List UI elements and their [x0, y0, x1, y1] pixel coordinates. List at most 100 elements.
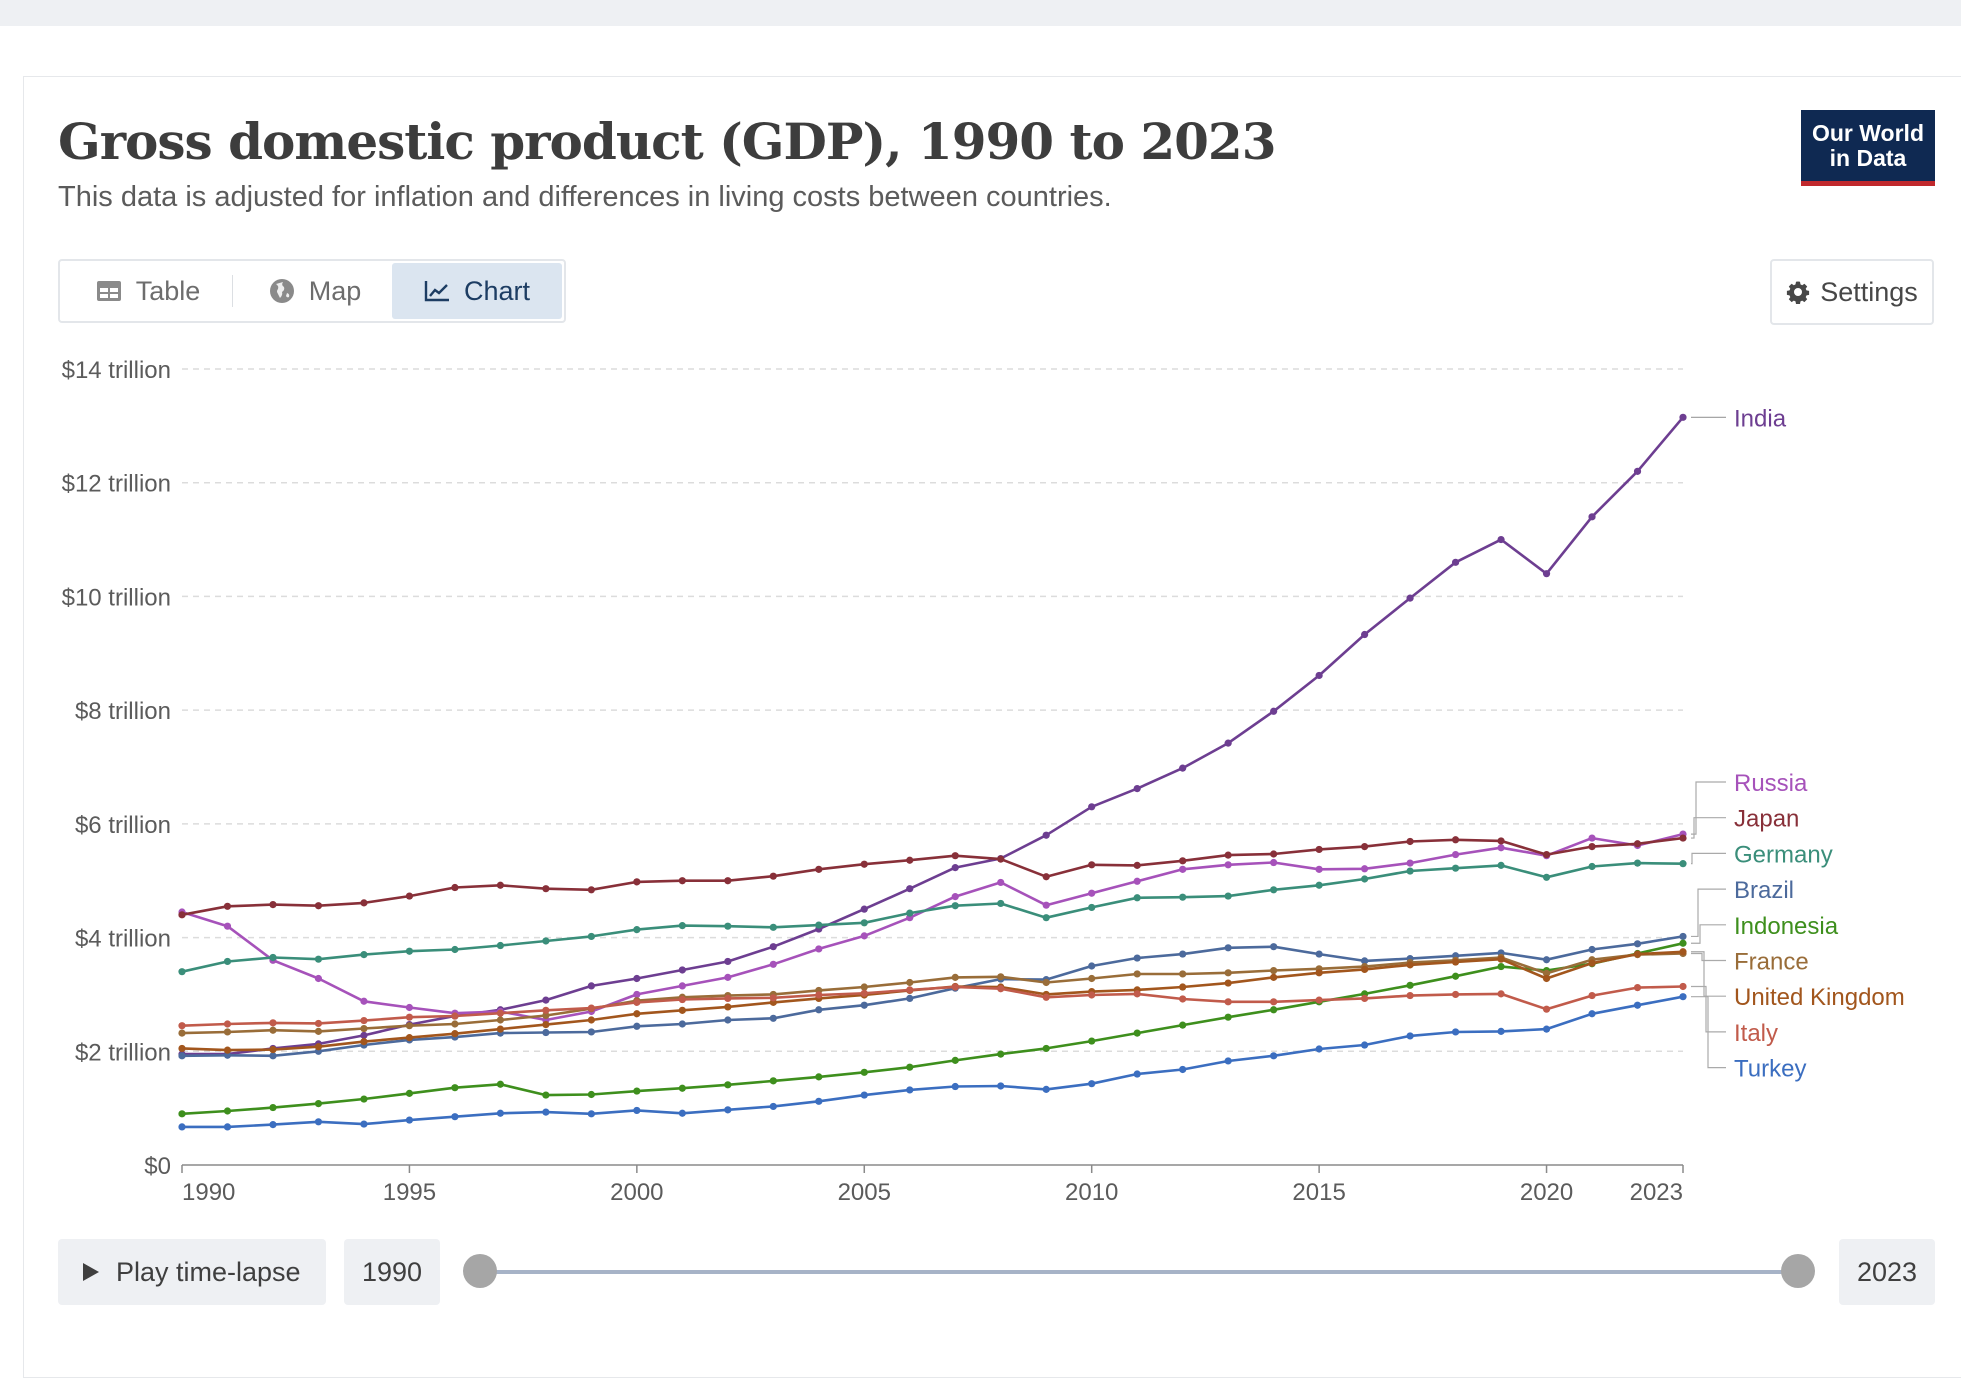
data-point	[860, 1091, 868, 1099]
data-point	[223, 957, 232, 966]
data-point	[314, 1027, 323, 1035]
series-line-brazil[interactable]	[181, 935, 1684, 1058]
data-point	[1633, 840, 1642, 848]
series-line-germany[interactable]	[181, 861, 1684, 973]
data-point	[1224, 969, 1232, 977]
x-tick-label: 1990	[182, 1179, 235, 1206]
data-point	[1542, 969, 1551, 977]
data-point	[269, 1121, 277, 1129]
data-point	[815, 1006, 823, 1014]
data-point	[587, 932, 595, 941]
settings-label: Settings	[1820, 276, 1918, 307]
series-line-japan[interactable]	[181, 836, 1684, 917]
start-year-box[interactable]: 1990	[344, 1239, 440, 1305]
y-axis-tick-labels: $0 $2 trillion $4 trillion $6 trillion $8 tr…	[62, 357, 171, 1180]
data-point	[1224, 739, 1232, 747]
data-point	[1588, 513, 1596, 521]
data-point	[405, 947, 414, 955]
data-point	[1088, 974, 1096, 983]
series-line-india[interactable]	[182, 416, 1684, 1056]
timeline-end-handle[interactable]	[1781, 1254, 1815, 1288]
owid-logo[interactable]: Our World in Data	[1801, 110, 1935, 186]
data-point	[633, 1087, 641, 1095]
data-point	[1270, 850, 1278, 858]
data-point	[451, 1012, 459, 1020]
data-point	[1224, 1013, 1232, 1021]
data-point	[542, 1091, 550, 1099]
y-tick-label: $6 trillion	[75, 812, 171, 839]
tab-map[interactable]: Map	[234, 263, 396, 319]
data-point	[678, 995, 686, 1004]
series-line-russia[interactable]	[181, 832, 1684, 1022]
tab-table[interactable]: Table	[62, 263, 234, 319]
data-point	[633, 1106, 641, 1115]
data-point	[1133, 785, 1141, 793]
data-point	[1088, 1080, 1096, 1088]
data-point	[906, 885, 914, 893]
end-year-box[interactable]: 2023	[1839, 1239, 1935, 1305]
logo-line-1: Our World	[1811, 120, 1924, 146]
settings-button[interactable]: Settings	[1770, 259, 1934, 325]
y-tick-label: $0	[144, 1153, 171, 1180]
play-timelapse-button[interactable]: Play time-lapse	[58, 1239, 326, 1305]
data-point	[1542, 974, 1551, 983]
data-point	[906, 978, 914, 987]
data-point	[997, 973, 1005, 981]
data-point	[1042, 993, 1050, 1001]
data-point	[587, 982, 595, 990]
data-point	[1588, 862, 1596, 871]
tab-table-label: Table	[135, 275, 201, 306]
data-point	[1042, 831, 1050, 839]
series-lines	[178, 413, 1687, 1131]
data-point	[1588, 843, 1596, 851]
data-point	[269, 1019, 277, 1027]
data-point	[769, 960, 777, 968]
top-bar	[0, 0, 1961, 26]
data-point	[678, 922, 686, 930]
data-point	[178, 1029, 186, 1037]
data-point	[769, 923, 777, 931]
data-point	[223, 1123, 232, 1131]
data-point	[496, 1016, 504, 1024]
label-connector	[1691, 952, 1726, 962]
data-point	[496, 1009, 504, 1017]
globe-icon	[269, 278, 295, 304]
data-point	[1088, 803, 1096, 811]
data-point	[360, 1031, 368, 1039]
series-label: Brazil	[1734, 877, 1794, 904]
data-point	[1315, 1045, 1323, 1053]
data-point	[178, 1044, 186, 1053]
data-point	[1224, 1057, 1232, 1065]
data-point	[178, 1052, 186, 1060]
data-point	[1270, 943, 1278, 951]
series-label: Germany	[1734, 841, 1833, 868]
data-point	[678, 966, 686, 974]
data-point	[1679, 413, 1687, 421]
series-label: Japan	[1734, 806, 1799, 833]
data-point	[997, 985, 1005, 993]
data-point	[1542, 850, 1551, 859]
data-point	[223, 1051, 232, 1059]
data-point	[1315, 969, 1323, 977]
data-point	[1679, 932, 1687, 941]
data-point	[360, 951, 368, 959]
series-line-indonesia[interactable]	[181, 942, 1684, 1116]
data-point	[815, 1073, 823, 1081]
data-point	[1588, 945, 1596, 954]
data-point	[1679, 860, 1687, 868]
timeline-start-handle[interactable]	[463, 1254, 497, 1288]
label-connector	[1691, 888, 1726, 938]
tab-chart[interactable]: Chart	[392, 263, 562, 319]
view-tabs: Table Map Chart	[58, 259, 566, 323]
series-line-france[interactable]	[181, 952, 1684, 1035]
data-point	[1451, 836, 1460, 844]
data-point	[1406, 837, 1414, 846]
data-point	[405, 1034, 414, 1042]
series-line-turkey[interactable]	[182, 995, 1684, 1129]
play-icon	[82, 1262, 100, 1282]
series-line-italy[interactable]	[181, 985, 1684, 1027]
data-point	[1042, 914, 1050, 922]
data-point	[633, 998, 641, 1006]
data-point	[451, 1020, 459, 1028]
timeline-track[interactable]	[480, 1270, 1798, 1274]
